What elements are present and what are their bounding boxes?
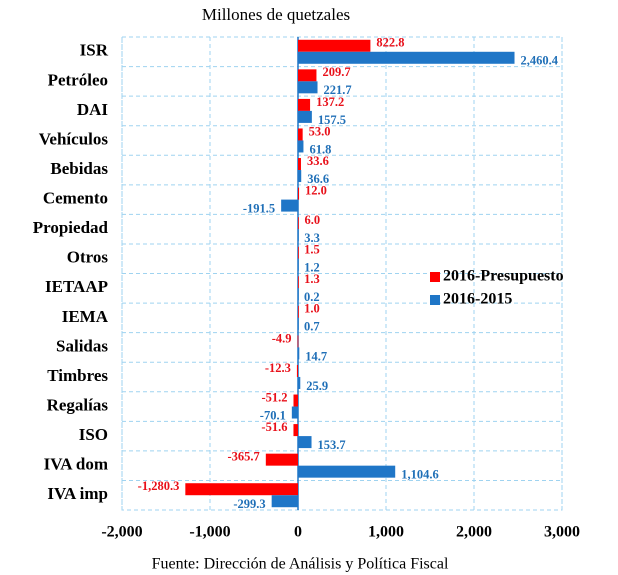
value-label: -51.2 xyxy=(261,390,287,404)
category-label: Cemento xyxy=(43,189,108,208)
value-label: 12.0 xyxy=(305,183,327,197)
bar xyxy=(298,305,299,318)
bar xyxy=(185,483,298,496)
category-label: IETAAP xyxy=(45,277,108,296)
category-label: Bebidas xyxy=(50,159,108,178)
bar xyxy=(271,495,298,508)
bar xyxy=(293,394,298,407)
value-label: -51.6 xyxy=(261,420,287,434)
x-tick-label: -2,000 xyxy=(101,524,142,541)
bar xyxy=(298,98,311,111)
bar xyxy=(298,128,303,141)
bar xyxy=(298,465,396,478)
bar xyxy=(298,81,318,94)
bar xyxy=(298,217,299,230)
bar xyxy=(293,424,298,437)
value-label: -365.7 xyxy=(228,450,260,464)
category-label: IVA imp xyxy=(47,484,108,503)
bar xyxy=(296,364,298,377)
value-label: 157.5 xyxy=(318,113,346,127)
bar xyxy=(298,39,371,52)
legend-label: 2016-Presupuesto xyxy=(443,268,564,285)
bar xyxy=(298,69,317,82)
value-label: 61.8 xyxy=(309,142,331,156)
x-tick-label: -1,000 xyxy=(189,524,230,541)
value-label: -299.3 xyxy=(233,497,265,511)
bar xyxy=(298,246,299,259)
value-label: 1.3 xyxy=(304,272,320,286)
value-label: 33.6 xyxy=(307,154,329,168)
value-label: 25.9 xyxy=(306,379,328,393)
bar xyxy=(298,258,299,271)
value-label: 153.7 xyxy=(318,438,346,452)
value-label: 14.7 xyxy=(305,349,327,363)
bar xyxy=(298,110,312,123)
value-label: 3.3 xyxy=(304,231,320,245)
legend-swatch xyxy=(430,272,440,282)
bar xyxy=(298,436,312,449)
category-label: Petróleo xyxy=(48,70,108,89)
bar xyxy=(298,158,301,171)
legend-swatch xyxy=(430,295,440,305)
value-label: -1,280.3 xyxy=(138,479,180,493)
category-label: Otros xyxy=(67,248,109,267)
value-label: 209.7 xyxy=(322,65,350,79)
value-label: 2,460.4 xyxy=(521,54,559,68)
value-label: 1.2 xyxy=(304,261,320,275)
bar xyxy=(265,453,298,466)
value-label: 0.2 xyxy=(304,290,320,304)
x-tick-label: 1,000 xyxy=(368,524,404,541)
legend-label: 2016-2015 xyxy=(443,291,512,308)
bar xyxy=(298,229,299,242)
x-tick-label: 2,000 xyxy=(456,524,492,541)
source-note: Fuente: Dirección de Análisis y Política… xyxy=(152,556,449,573)
value-label: 137.2 xyxy=(316,95,344,109)
bar xyxy=(298,140,304,153)
value-label: 1,104.6 xyxy=(401,468,439,482)
bar xyxy=(297,335,299,348)
bar xyxy=(298,376,301,389)
bar xyxy=(298,317,299,330)
x-tick-label: 0 xyxy=(294,524,302,541)
bar xyxy=(298,347,300,360)
category-label: ISR xyxy=(80,41,109,60)
value-label: 1.0 xyxy=(304,302,320,316)
category-label: ISO xyxy=(79,425,108,444)
x-tick-label: 3,000 xyxy=(544,524,580,541)
category-label: Vehículos xyxy=(39,129,109,148)
value-label: 822.8 xyxy=(376,36,404,50)
category-label: Regalías xyxy=(47,395,109,414)
value-label: 1.5 xyxy=(304,243,320,257)
category-label: DAI xyxy=(77,100,109,119)
value-label: 0.7 xyxy=(304,320,320,334)
bar xyxy=(281,199,298,212)
bar xyxy=(298,288,299,301)
value-label: 36.6 xyxy=(307,172,329,186)
value-label: 53.0 xyxy=(309,124,331,138)
value-label: -4.9 xyxy=(272,331,292,345)
bar xyxy=(291,406,298,419)
category-label: IVA dom xyxy=(44,455,108,474)
value-label: -12.3 xyxy=(265,361,291,375)
category-label: Timbres xyxy=(47,366,108,385)
category-label: Salidas xyxy=(56,336,108,355)
value-label: 221.7 xyxy=(324,83,352,97)
bar xyxy=(298,187,300,200)
value-label: -70.1 xyxy=(260,408,286,422)
value-label: -191.5 xyxy=(243,201,275,215)
bar xyxy=(298,170,302,183)
bar xyxy=(298,276,299,289)
chart-title: Millones de quetzales xyxy=(202,5,350,24)
category-label: Propiedad xyxy=(33,218,109,237)
value-label: 6.0 xyxy=(305,213,321,227)
bar xyxy=(298,51,515,64)
category-label: IEMA xyxy=(62,307,109,326)
